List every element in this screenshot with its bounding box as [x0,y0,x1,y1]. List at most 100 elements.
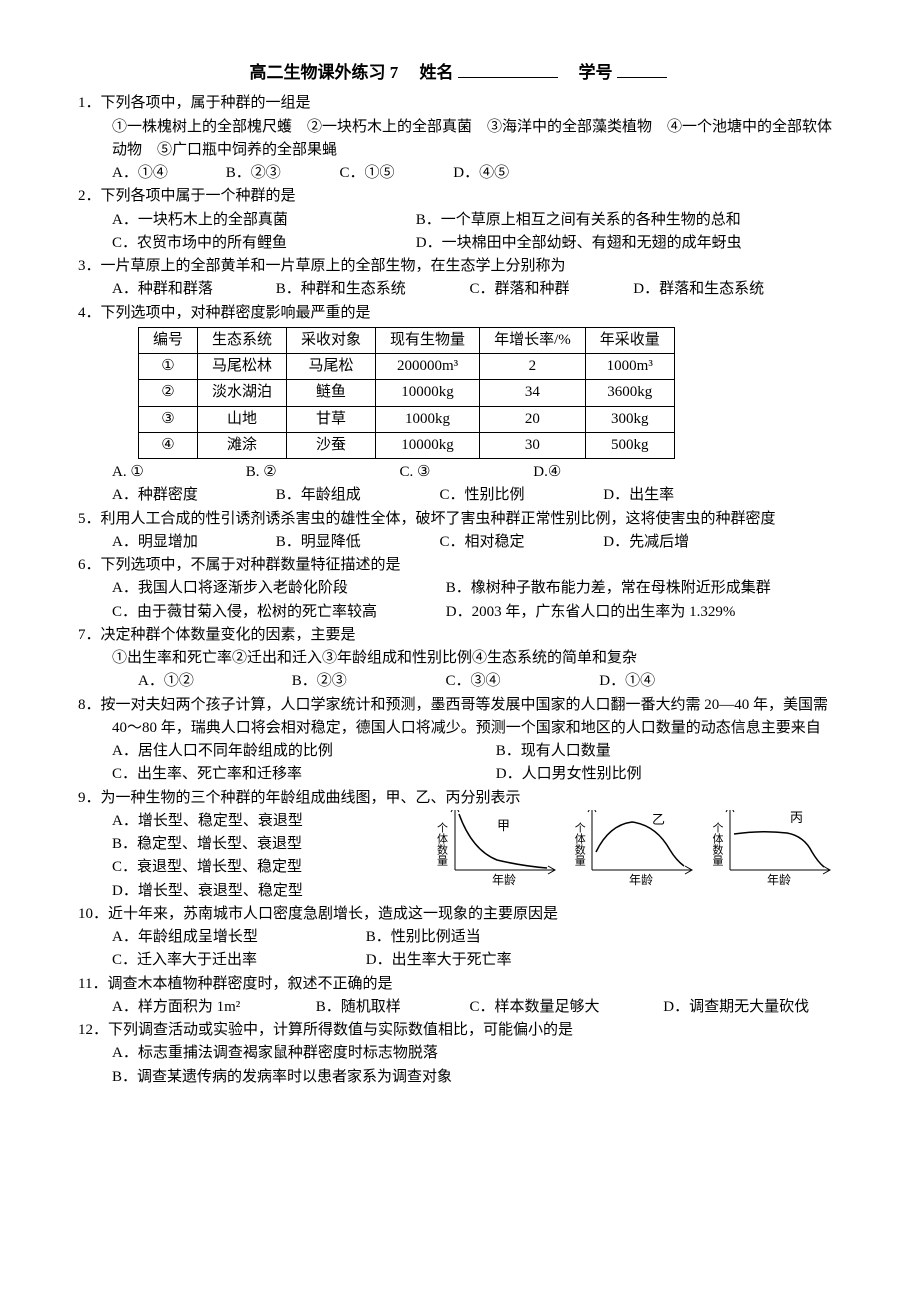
q9-opt-a[interactable]: A．增长型、稳定型、衰退型 [78,810,303,833]
q1-opt-d[interactable]: D．④⑤ [453,162,563,185]
q8-opt-b[interactable]: B．现有人口数量 [496,740,611,763]
q8-opt-a[interactable]: A．居住人口不同年龄组成的比例 [112,740,492,763]
td: ① [139,354,198,380]
chart-bing-label: 丙 [790,810,803,825]
q9-stem: 9．为一种生物的三个种群的年龄组成曲线图，甲、乙、丙分别表示 [78,787,842,810]
chart-bing: 个体数量 丙 年龄 [712,810,842,888]
th-3: 现有生物量 [376,327,480,353]
table-row: ④滩涂沙蚕10000kg30500kg [139,432,675,458]
q7-options: A．①② B．②③ C．③④ D．①④ [78,670,842,693]
chart-yi-label: 乙 [652,812,665,827]
q1-opt-c[interactable]: C．①⑤ [340,162,450,185]
q4-opt1-b[interactable]: B. ② [246,461,396,484]
q10-opt-d[interactable]: D．出生率大于死亡率 [366,949,512,972]
q10-opt-b[interactable]: B．性别比例适当 [366,926,481,949]
td: 淡水湖泊 [198,380,287,406]
q12-opt-b[interactable]: B．调查某遗传病的发病率时以患者家系为调查对象 [78,1066,842,1089]
td: 1000m³ [585,354,674,380]
td: 34 [480,380,586,406]
q4-opt1-d[interactable]: D.④ [533,461,561,484]
q9-opt-c[interactable]: C．衰退型、增长型、稳定型 [78,856,303,879]
q12-opt-a[interactable]: A．标志重捕法调查褐家鼠种群密度时标志物脱落 [78,1042,842,1065]
q12-stem: 12．下列调查活动或实验中，计算所得数值与实际数值相比，可能偏小的是 [78,1019,842,1042]
td: ② [139,380,198,406]
q5-opt-b[interactable]: B．明显降低 [276,531,436,554]
q5-opt-a[interactable]: A．明显增加 [112,531,272,554]
q5-opt-c[interactable]: C．相对稳定 [440,531,600,554]
q8-opt-d[interactable]: D．人口男女性别比例 [496,763,642,786]
td: 1000kg [376,406,480,432]
td: 马尾松 [287,354,376,380]
q7-opt-d[interactable]: D．①④ [599,670,655,693]
q2-stem: 2．下列各项中属于一个种群的是 [78,185,842,208]
q4-stem: 4．下列选项中，对种群密度影响最严重的是 [78,302,842,325]
q1-opt-b[interactable]: B．②③ [226,162,336,185]
q1-items: ①一株槐树上的全部槐尺蠖 ②一块朽木上的全部真菌 ③海洋中的全部藻类植物 ④一个… [78,116,842,163]
q9-charts: 个体数量 甲 年龄 个体数量 乙 年龄 [433,810,843,888]
q4-opt2-d[interactable]: D．出生率 [603,484,674,507]
q4-opt2-a[interactable]: A．种群密度 [112,484,272,507]
q10-stem: 10．近十年来，苏南城市人口密度急剧增长，造成这一现象的主要原因是 [78,903,842,926]
q8-row2: C．出生率、死亡率和迁移率 D．人口男女性别比例 [78,763,842,786]
td: 马尾松林 [198,354,287,380]
q2-opt-c[interactable]: C．农贸市场中的所有鲤鱼 [112,232,412,255]
q6-stem: 6．下列选项中，不属于对种群数量特征描述的是 [78,554,842,577]
q4-opt2-b[interactable]: B．年龄组成 [276,484,436,507]
th-2: 采收对象 [287,327,376,353]
q10-opt-a[interactable]: A．年龄组成呈增长型 [112,926,362,949]
page-title: 高二生物课外练习 7 姓名 学号 [78,60,842,86]
q7-opt-a[interactable]: A．①② [138,670,288,693]
chart-bing-svg: 丙 年龄 [712,810,842,888]
chart-jia-svg: 甲 年龄 [437,810,567,888]
td: 山地 [198,406,287,432]
q1-options: A．①④ B．②③ C．①⑤ D．④⑤ [78,162,842,185]
id-blank[interactable] [617,77,667,78]
q8-row1: A．居住人口不同年龄组成的比例 B．现有人口数量 [78,740,842,763]
td: 3600kg [585,380,674,406]
q9-opt-d[interactable]: D．增长型、衰退型、稳定型 [78,880,303,903]
q9-options: A．增长型、稳定型、衰退型 B．稳定型、增长型、衰退型 C．衰退型、增长型、稳定… [78,810,303,903]
q8-stem: 8．按一对夫妇两个孩子计算，人口学家统计和预测，墨西哥等发展中国家的人口翻一番大… [78,694,842,741]
q5-opt-d[interactable]: D．先减后增 [603,531,689,554]
q6-opt-d[interactable]: D．2003 年，广东省人口的出生率为 1.329% [446,601,736,624]
q10-opt-c[interactable]: C．迁入率大于迁出率 [112,949,362,972]
q11-opt-d[interactable]: D．调查期无大量砍伐 [663,996,809,1019]
q8-opt-c[interactable]: C．出生率、死亡率和迁移率 [112,763,492,786]
q1-opt-a[interactable]: A．①④ [112,162,222,185]
q2-row1: A．一块朽木上的全部真菌 B．一个草原上相互之间有关系的各种生物的总和 [78,209,842,232]
q2-opt-b[interactable]: B．一个草原上相互之间有关系的各种生物的总和 [416,209,741,232]
q3-opt-c[interactable]: C．群落和种群 [470,278,630,301]
td: 鲢鱼 [287,380,376,406]
q4-options-1: A. ① B. ② C. ③ D.④ [78,461,842,484]
q2-opt-d[interactable]: D．一块棉田中全部幼蚜、有翅和无翅的成年蚜虫 [416,232,742,255]
td: ④ [139,432,198,458]
q9-opt-b[interactable]: B．稳定型、增长型、衰退型 [78,833,303,856]
id-label: 学号 [579,63,613,82]
q11-opt-a[interactable]: A．样方面积为 1m² [112,996,312,1019]
q4-opt2-c[interactable]: C．性别比例 [440,484,600,507]
q2-opt-a[interactable]: A．一块朽木上的全部真菌 [112,209,412,232]
q6-opt-a[interactable]: A．我国人口将逐渐步入老龄化阶段 [112,577,442,600]
td: 甘草 [287,406,376,432]
q5-stem: 5．利用人工合成的性引诱剂诱杀害虫的雄性全体，破坏了害虫种群正常性别比例，这将使… [78,508,842,531]
q3-opt-d[interactable]: D．群落和生态系统 [633,278,764,301]
q11-opt-c[interactable]: C．样本数量足够大 [470,996,660,1019]
q4-opt1-a[interactable]: A. ① [112,461,242,484]
table-row: ③山地甘草1000kg20300kg [139,406,675,432]
q7-opt-b[interactable]: B．②③ [292,670,442,693]
q2-row2: C．农贸市场中的所有鲤鱼 D．一块棉田中全部幼蚜、有翅和无翅的成年蚜虫 [78,232,842,255]
q3-opt-b[interactable]: B．种群和生态系统 [276,278,466,301]
q3-opt-a[interactable]: A．种群和群落 [112,278,272,301]
q5-options: A．明显增加 B．明显降低 C．相对稳定 D．先减后增 [78,531,842,554]
q11-opt-b[interactable]: B．随机取样 [316,996,466,1019]
td: ③ [139,406,198,432]
table-row: ②淡水湖泊鲢鱼10000kg343600kg [139,380,675,406]
th-4: 年增长率/% [480,327,586,353]
q6-opt-c[interactable]: C．由于薇甘菊入侵，松树的死亡率较高 [112,601,442,624]
q4-opt1-c[interactable]: C. ③ [400,461,530,484]
q7-stem: 7．决定种群个体数量变化的因素，主要是 [78,624,842,647]
td: 2 [480,354,586,380]
name-blank[interactable] [458,77,558,78]
q6-opt-b[interactable]: B．橡树种子散布能力差，常在母株附近形成集群 [446,577,771,600]
q7-opt-c[interactable]: C．③④ [446,670,596,693]
